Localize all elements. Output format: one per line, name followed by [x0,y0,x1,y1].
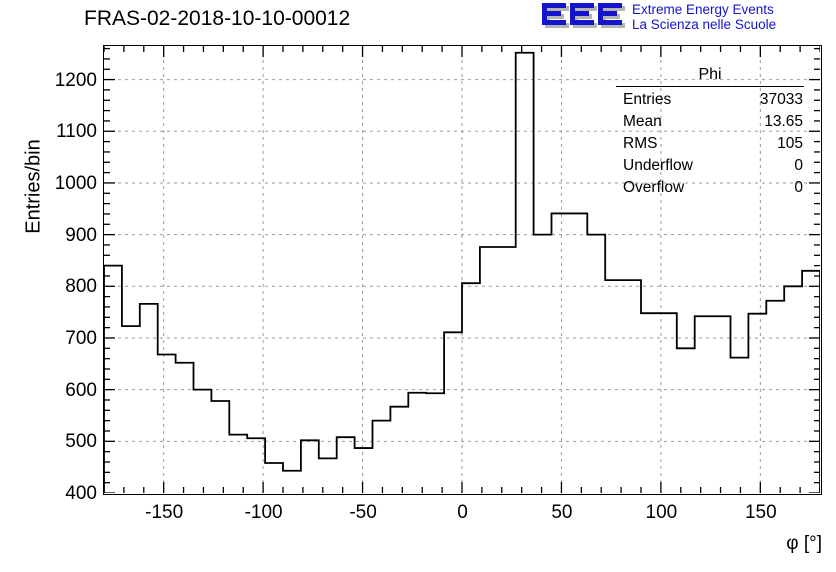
axis-ticks [104,46,820,493]
x-tick-label: 150 [744,502,777,523]
histogram-outline [104,51,820,493]
y-tick-label: 1200 [54,69,97,91]
x-tick-label: -50 [349,502,377,523]
y-tick-label: 800 [65,276,97,298]
stats-row: RMS 105 [613,133,807,155]
y-tick-label: 700 [65,327,97,349]
stats-row: Overflow 0 [613,177,807,199]
eee-logo-line2: La Scienza nelle Scuole [632,17,777,32]
stats-key: RMS [623,135,658,152]
stats-value: 0 [794,157,803,174]
x-axis-title: φ [°] [786,533,822,554]
stats-divider [616,86,804,87]
stats-key: Underflow [623,157,693,174]
x-tick-label: 0 [457,502,468,523]
stats-row: Underflow 0 [613,155,807,177]
histogram-svg [104,46,820,493]
eee-logo-mark [540,2,630,32]
x-tick-label: 100 [645,502,678,523]
eee-logo-line1: Extreme Energy Events [632,2,774,17]
stats-value: 13.65 [764,113,803,130]
stats-title: Phi [698,66,722,83]
stats-value: 105 [777,135,803,152]
stats-rows: Entries 37033 Mean 13.65 RMS 105 Underflow 0 Ove… [613,89,807,199]
stats-row: Mean 13.65 [613,111,807,133]
y-tick-label: 1000 [54,172,97,194]
stats-value: 37033 [759,91,803,108]
gridlines [104,46,820,493]
y-tick-label: 900 [65,224,97,246]
stats-key: Entries [623,91,672,108]
y-tick-label: 600 [65,379,97,401]
eee-logo-text: Extreme Energy Events La Scienza nelle S… [632,2,832,32]
y-tick-label: 500 [65,431,97,453]
eee-logo: Extreme Energy Events La Scienza nelle S… [540,2,832,34]
stats-box: Phi Entries 37033 Mean 13.65 RMS 105 Underflow… [613,66,807,205]
y-axis-tick-labels: 400 500 600 700 800 900 1000 1100 1200 [33,0,97,572]
stats-row: Entries 37033 [613,89,807,111]
y-tick-label: 400 [65,483,97,504]
y-tick-label: 1100 [56,121,97,143]
plot-area [103,45,822,495]
stats-key: Mean [623,113,662,130]
page-title: FRAS-02-2018-10-10-00012 [84,7,351,30]
x-tick-label: -100 [244,502,283,523]
x-tick-label: 50 [551,502,573,523]
stats-key: Overflow [623,179,685,196]
x-tick-label: -150 [145,502,184,523]
stats-value: 0 [794,179,803,196]
